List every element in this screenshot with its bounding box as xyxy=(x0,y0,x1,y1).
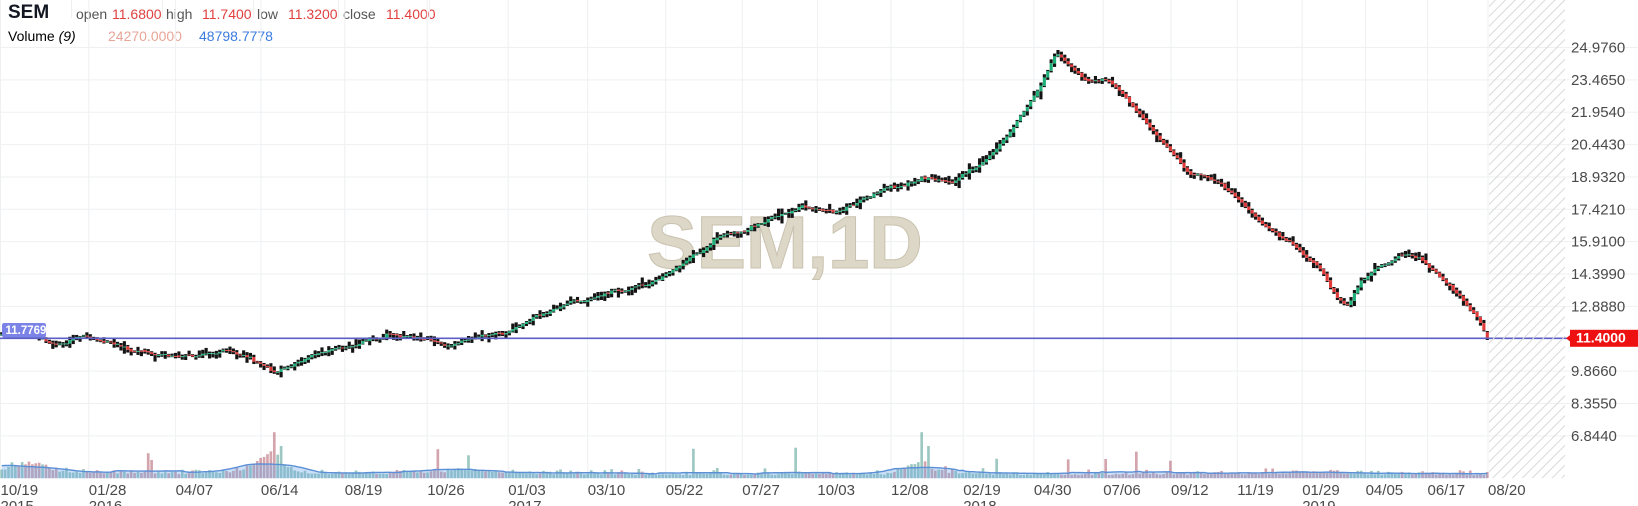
svg-text:9.8660: 9.8660 xyxy=(1571,363,1617,380)
svg-text:03/10: 03/10 xyxy=(588,482,626,499)
svg-text:08/19: 08/19 xyxy=(345,482,383,499)
svg-text:07/27: 07/27 xyxy=(742,482,780,499)
svg-text:10/03: 10/03 xyxy=(817,482,855,499)
svg-text:05/22: 05/22 xyxy=(666,482,704,499)
svg-text:12.8880: 12.8880 xyxy=(1571,298,1625,315)
svg-text:01/03: 01/03 xyxy=(508,482,546,499)
svg-text:08/20: 08/20 xyxy=(1488,482,1526,499)
svg-text:01/29: 01/29 xyxy=(1302,482,1340,499)
svg-text:04/30: 04/30 xyxy=(1034,482,1072,499)
svg-text:17.4210: 17.4210 xyxy=(1571,201,1625,218)
svg-text:2018: 2018 xyxy=(963,498,996,506)
svg-text:04/05: 04/05 xyxy=(1366,482,1404,499)
svg-text:11/19: 11/19 xyxy=(1237,482,1273,499)
svg-text:15.9100: 15.9100 xyxy=(1571,234,1625,251)
svg-text:04/07: 04/07 xyxy=(176,482,214,499)
svg-text:24.9760: 24.9760 xyxy=(1571,39,1625,56)
svg-text:01/28: 01/28 xyxy=(89,482,127,499)
svg-text:2016: 2016 xyxy=(89,498,122,506)
svg-text:14.3990: 14.3990 xyxy=(1571,266,1625,283)
svg-text:07/06: 07/06 xyxy=(1103,482,1141,499)
svg-text:2015: 2015 xyxy=(1,498,34,506)
svg-text:12/08: 12/08 xyxy=(891,482,929,499)
svg-text:18.9320: 18.9320 xyxy=(1571,169,1625,186)
svg-text:20.4430: 20.4430 xyxy=(1571,137,1625,154)
svg-text:02/19: 02/19 xyxy=(963,482,1001,499)
svg-text:06/14: 06/14 xyxy=(261,482,299,499)
svg-text:11.7769: 11.7769 xyxy=(6,325,47,337)
svg-text:2019: 2019 xyxy=(1302,498,1335,506)
svg-text:8.3550: 8.3550 xyxy=(1571,396,1617,413)
svg-text:10/19: 10/19 xyxy=(1,482,39,499)
svg-text:06/17: 06/17 xyxy=(1428,482,1466,499)
svg-text:21.9540: 21.9540 xyxy=(1571,104,1625,121)
svg-text:6.8440: 6.8440 xyxy=(1571,428,1617,445)
svg-text:10/26: 10/26 xyxy=(427,482,465,499)
svg-text:09/12: 09/12 xyxy=(1171,482,1209,499)
svg-text:11.4000: 11.4000 xyxy=(1576,330,1626,346)
svg-text:23.4650: 23.4650 xyxy=(1571,72,1625,89)
